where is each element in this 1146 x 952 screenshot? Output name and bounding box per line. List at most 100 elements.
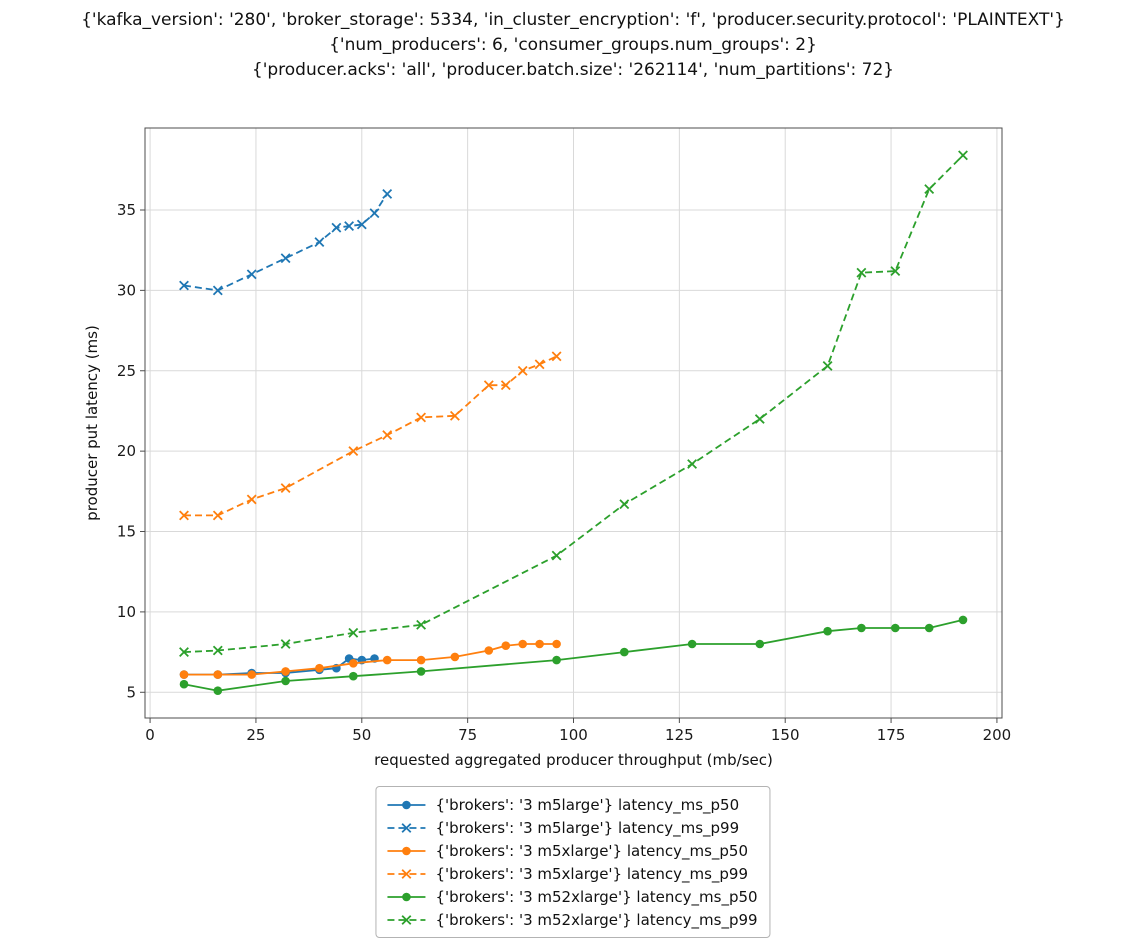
point-marker: [179, 280, 189, 291]
y-tick-label: 10: [117, 603, 136, 621]
point-marker: [501, 641, 511, 650]
legend-item: {'brokers': '3 m5xlarge'} latency_ms_p99: [386, 862, 757, 885]
legend-item: {'brokers': '3 m52xlarge'} latency_ms_p9…: [386, 908, 758, 931]
point-marker: [212, 645, 223, 656]
legend-label: {'brokers': '3 m5large'} latency_ms_p50: [435, 795, 740, 814]
series-line: [183, 193, 388, 292]
point-marker: [331, 222, 342, 233]
chart-title: {'kafka_version': '280', 'broker_storage…: [0, 8, 1146, 83]
point-marker: [518, 639, 527, 649]
y-tick-label: 30: [117, 281, 136, 299]
point-marker: [281, 676, 290, 686]
point-marker: [179, 510, 189, 521]
point-marker: [382, 655, 392, 665]
point-marker: [958, 615, 968, 625]
legend-item: {'brokers': '3 m5large'} latency_ms_p50: [386, 793, 757, 816]
point-marker: [890, 266, 901, 277]
series-1: [179, 188, 393, 296]
series-line: [184, 355, 557, 517]
point-marker: [856, 267, 867, 278]
x-tick-label: 0: [145, 726, 155, 744]
y-tick-label: 20: [117, 442, 136, 460]
legend-circle-line-icon: [387, 800, 426, 809]
point-marker: [857, 623, 866, 633]
point-marker: [822, 360, 833, 371]
point-marker: [924, 623, 934, 633]
legend: {'brokers': '3 m5large'} latency_ms_p50 {…: [375, 786, 771, 938]
tick-labels: 0 25 50 75 100 125 150 175 200 5 10 15 20 25 30 35: [117, 201, 1011, 744]
chart-title-line-1: {'kafka_version': '280', 'broker_storage…: [81, 10, 1065, 30]
legend-x-line-icon: [387, 914, 426, 925]
legend-x-line-icon: [387, 822, 426, 833]
point-marker: [449, 410, 460, 421]
x-tick-label: 200: [983, 726, 1012, 744]
point-marker: [382, 430, 393, 441]
point-marker: [315, 663, 324, 673]
point-marker: [517, 365, 528, 376]
point-marker: [212, 510, 223, 521]
point-marker: [416, 412, 427, 423]
point-marker: [349, 659, 358, 668]
point-marker: [552, 655, 561, 665]
x-tick-label: 75: [458, 726, 477, 744]
legend-item: {'brokers': '3 m5large'} latency_ms_p99: [386, 816, 757, 839]
legend-item: {'brokers': '3 m52xlarge'} latency_ms_p5…: [386, 885, 758, 908]
point-marker: [281, 667, 290, 676]
point-marker: [280, 253, 291, 264]
series-line: [183, 619, 964, 692]
point-marker: [500, 380, 511, 391]
point-marker: [552, 639, 561, 649]
series-line: [183, 154, 964, 653]
point-marker: [213, 686, 223, 695]
point-marker: [416, 655, 426, 665]
point-marker: [551, 550, 562, 561]
point-marker: [349, 671, 358, 681]
point-marker: [369, 208, 380, 219]
point-marker: [179, 679, 189, 689]
x-tick-label: 150: [771, 726, 800, 744]
legend-label: {'brokers': '3 m5xlarge'} latency_ms_p99: [435, 864, 749, 883]
point-marker: [450, 652, 460, 662]
point-marker: [246, 494, 257, 505]
legend-circle-line-icon: [387, 846, 426, 855]
y-tick-label: 15: [117, 523, 136, 541]
x-tick-label: 50: [352, 726, 371, 744]
legend-label: {'brokers': '3 m52xlarge'} latency_ms_p5…: [435, 887, 758, 906]
point-marker: [535, 639, 544, 649]
point-marker: [619, 499, 630, 510]
legend-circle-line-icon: [387, 892, 426, 901]
point-marker: [213, 670, 223, 679]
point-marker: [179, 647, 189, 658]
point-marker: [348, 446, 359, 457]
point-marker: [247, 670, 256, 679]
point-marker: [416, 667, 426, 676]
legend-x-line-icon: [387, 868, 426, 879]
point-marker: [280, 639, 291, 649]
gridlines: [145, 128, 1002, 718]
point-marker: [620, 647, 629, 657]
legend-label: {'brokers': '3 m52xlarge'} latency_ms_p9…: [435, 910, 758, 929]
point-marker: [356, 219, 367, 230]
point-marker: [314, 237, 325, 248]
point-marker: [754, 414, 765, 424]
point-marker: [484, 646, 494, 655]
x-tick-label: 25: [246, 726, 265, 744]
point-marker: [416, 619, 427, 630]
series-3: [179, 351, 562, 521]
chart-title-line-2: {'num_producers': 6, 'consumer_groups.nu…: [329, 35, 817, 55]
y-tick-label: 5: [126, 683, 136, 701]
point-marker: [924, 184, 935, 195]
series-2: [179, 639, 561, 679]
point-marker: [280, 483, 291, 494]
plot-area: 0 25 50 75 100 125 150 175 200 5 10 15 20 25 30 35: [117, 127, 1011, 744]
legend-label: {'brokers': '3 m5xlarge'} latency_ms_p50: [435, 841, 749, 860]
point-marker: [344, 221, 355, 232]
chart-title-line-3: {'producer.acks': 'all', 'producer.batch…: [251, 60, 895, 80]
legend-label: {'brokers': '3 m5large'} latency_ms_p99: [435, 818, 740, 837]
legend-item: {'brokers': '3 m5xlarge'} latency_ms_p50: [386, 839, 757, 862]
x-tick-label: 125: [665, 726, 694, 744]
point-marker: [823, 626, 832, 636]
point-marker: [348, 627, 359, 638]
point-marker: [551, 351, 562, 362]
